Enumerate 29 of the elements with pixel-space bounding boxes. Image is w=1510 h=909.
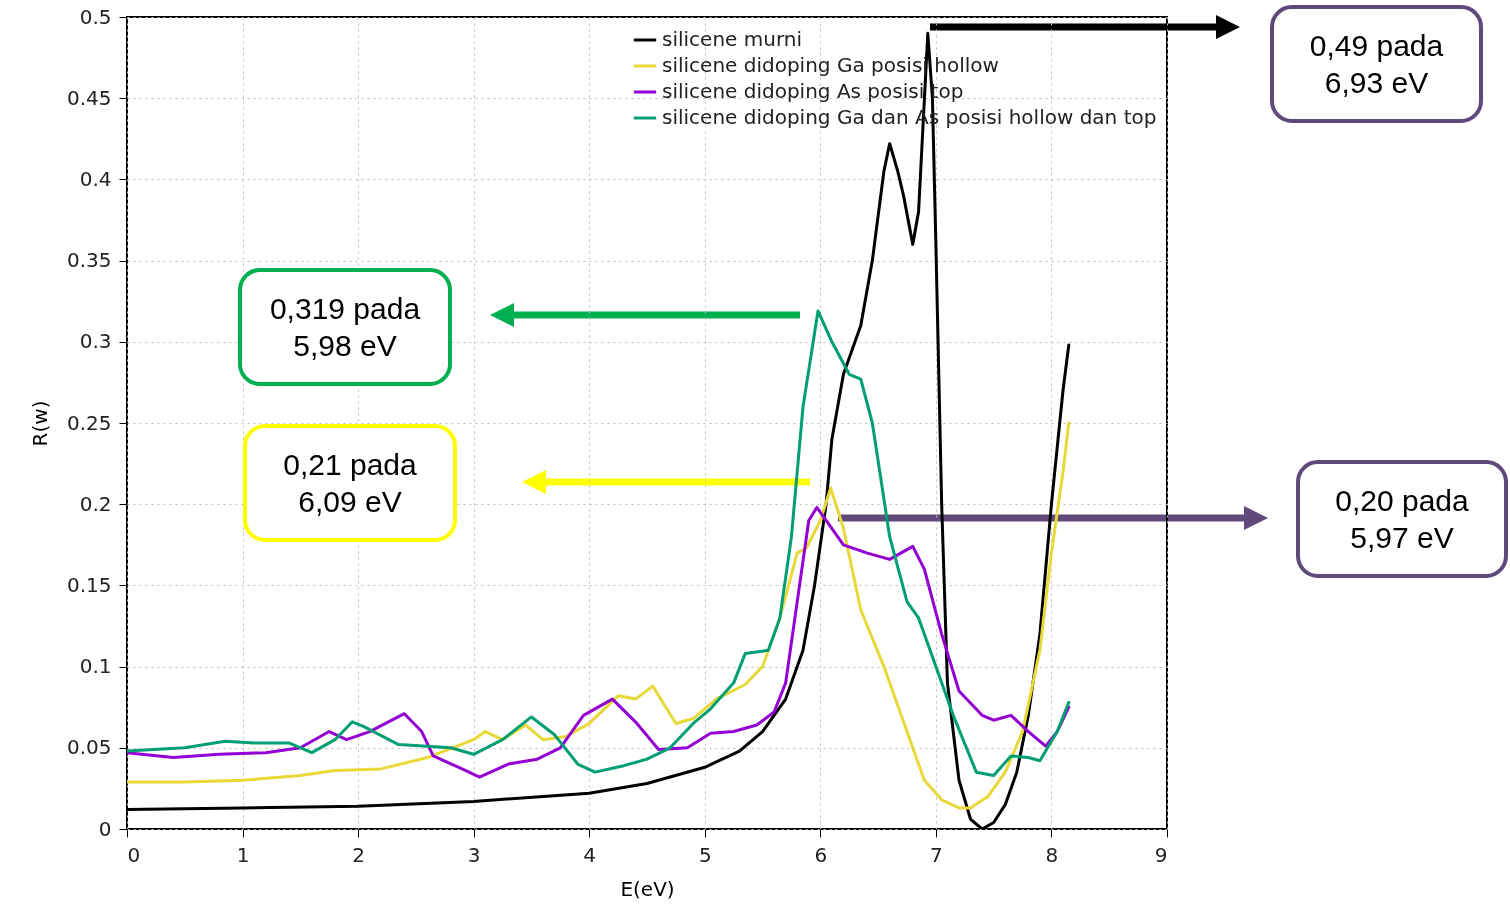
x-tick-label: 9	[1154, 842, 1168, 867]
y-tick-label: 0.45	[66, 85, 112, 110]
y-tick-label: 0.2	[79, 491, 112, 516]
y-tick-label: 0.1	[79, 654, 112, 679]
y-tick-label: 0.05	[66, 735, 112, 760]
y-tick-label: 0	[98, 816, 112, 841]
x-axis-title: E(eV)	[620, 876, 675, 901]
x-tick-label: 5	[698, 842, 712, 867]
x-tick-label: 6	[814, 842, 828, 867]
x-tick-label: 0	[127, 842, 141, 867]
line-series	[127, 421, 1071, 810]
text: 0,49 pada 6,93 eV	[1270, 5, 1483, 123]
y-tick-label: 0.35	[66, 248, 112, 273]
x-tick-label: 7	[930, 842, 943, 867]
text: 0,20 pada 5,97 eV	[1296, 460, 1508, 578]
x-tick-label: 4	[583, 842, 597, 867]
y-tick-label: 0.3	[79, 329, 112, 354]
y-axis-title: R(w)	[27, 400, 52, 447]
y-tick-label: 0.5	[79, 4, 112, 29]
x-tick-label: 8	[1045, 842, 1059, 867]
y-tick-label: 0.25	[66, 410, 112, 435]
x-tick-label: 3	[467, 842, 481, 867]
legend-label: silicene murni	[662, 27, 802, 51]
annotation: 0,319 pada 5,98 eV	[238, 268, 452, 386]
x-tick-label: 1	[236, 842, 250, 867]
annotation: 0,21 pada 6,09 eV	[243, 424, 457, 542]
x-tick-label: 2	[352, 842, 365, 867]
y-tick-label: 0.4	[79, 166, 112, 191]
y-tick-label: 0.15	[66, 572, 112, 597]
